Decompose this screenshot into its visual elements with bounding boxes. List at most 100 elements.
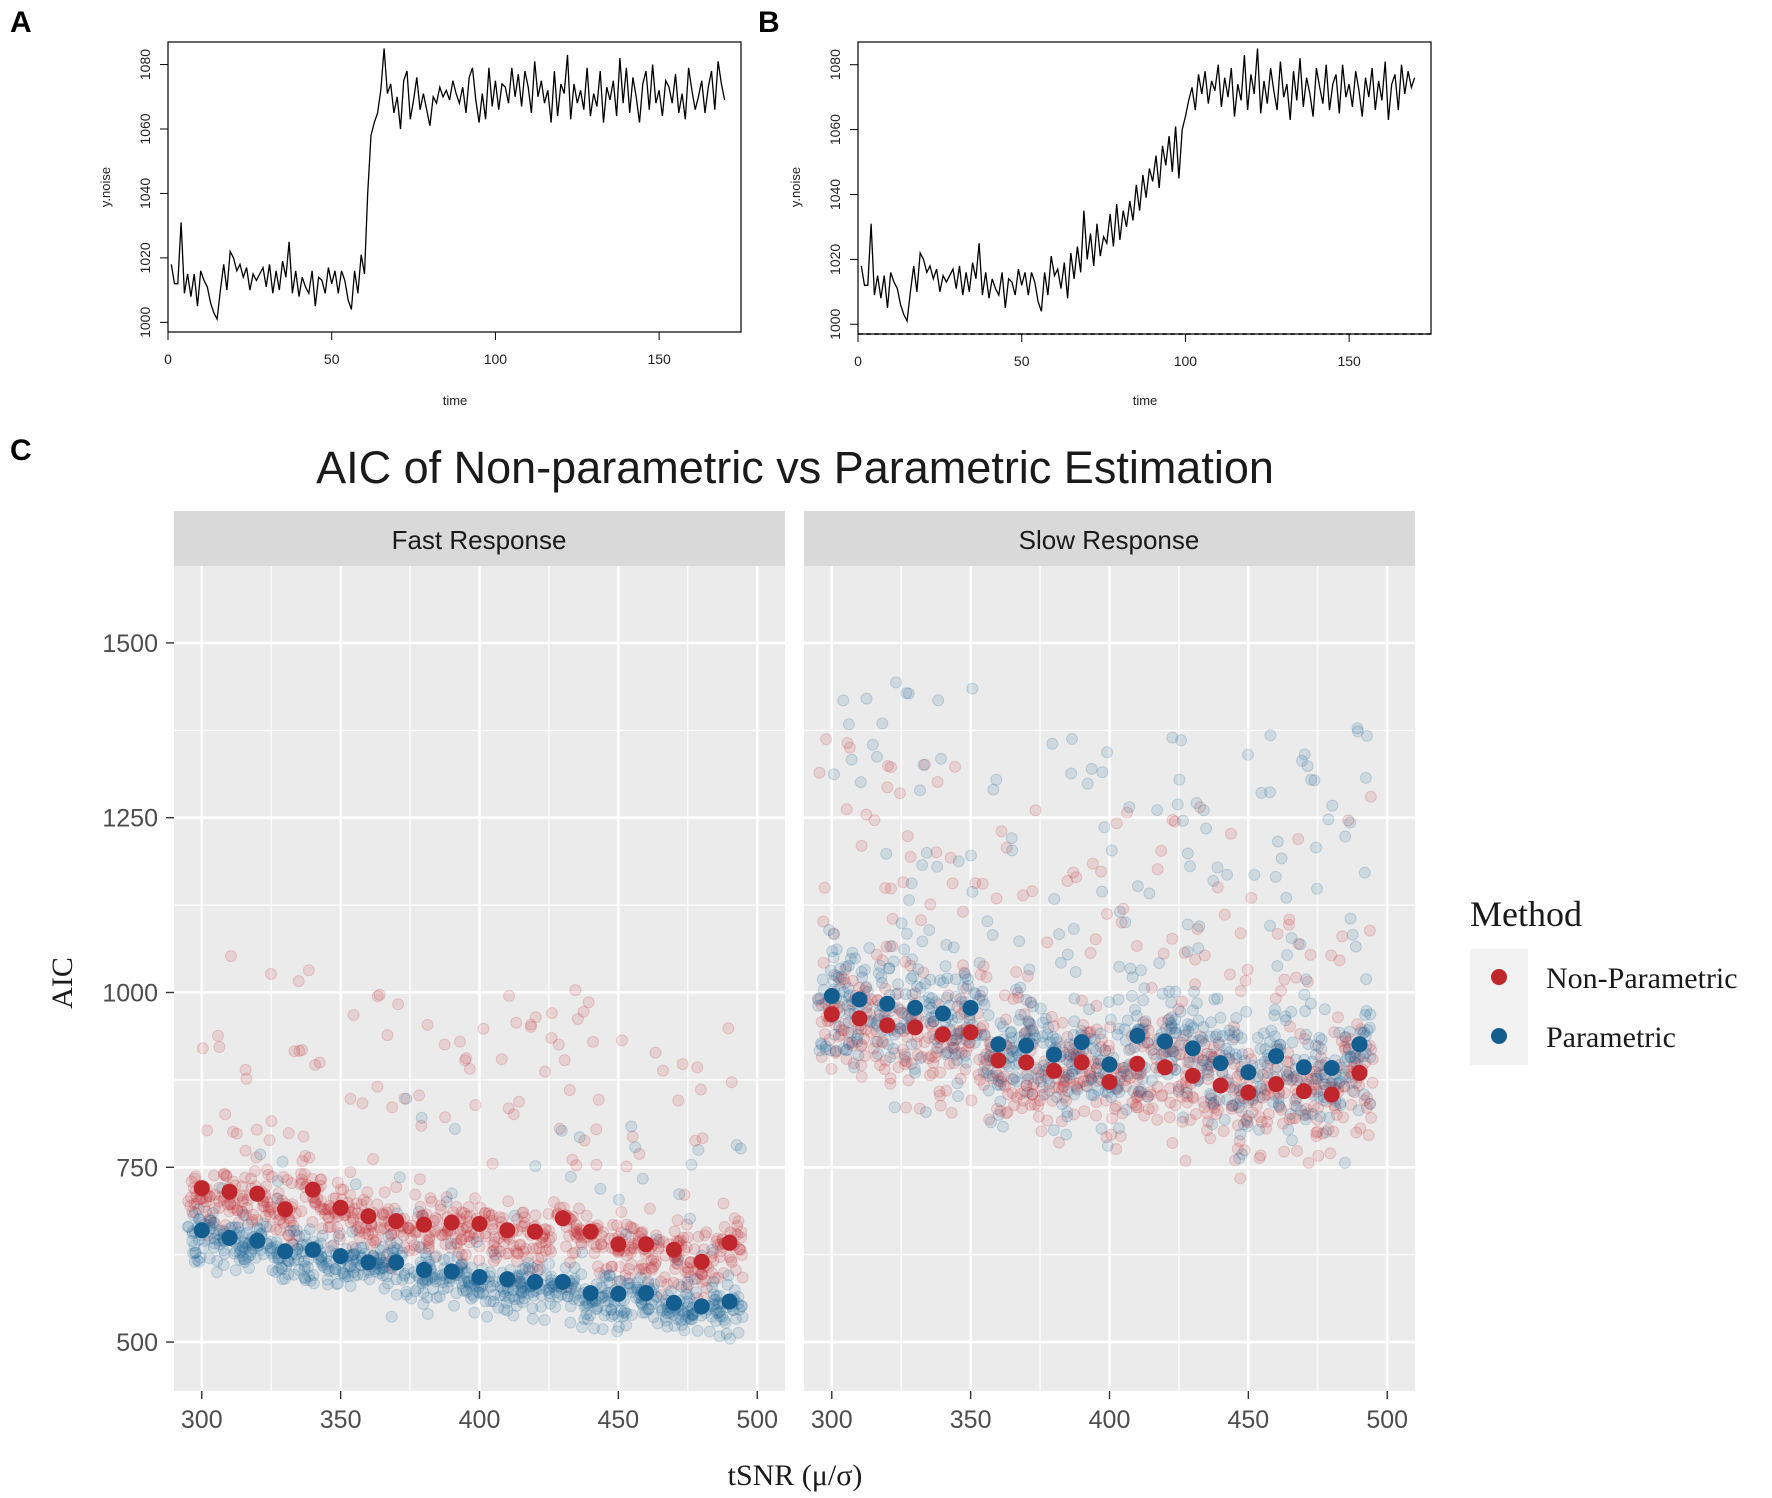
raw-point-non-parametric xyxy=(927,1015,940,1028)
raw-point-parametric xyxy=(527,1289,540,1302)
raw-point-non-parametric xyxy=(1071,1077,1084,1090)
raw-point-parametric xyxy=(676,1318,689,1331)
panel-c-letter: C xyxy=(10,434,32,467)
raw-point-non-parametric xyxy=(652,1242,665,1255)
raw-point-non-parametric xyxy=(1131,1073,1144,1086)
raw-point-parametric xyxy=(298,1260,311,1272)
raw-point-parametric xyxy=(1126,990,1138,1002)
raw-point-non-parametric xyxy=(507,1108,520,1121)
raw-point-parametric xyxy=(516,1296,529,1309)
raw-point-parametric xyxy=(564,1170,577,1183)
raw-point-non-parametric xyxy=(458,1207,471,1220)
raw-point-non-parametric xyxy=(922,1052,935,1065)
raw-point-non-parametric xyxy=(558,1054,571,1067)
panel-b-letter: B xyxy=(758,6,780,39)
raw-point-non-parametric xyxy=(949,1033,962,1046)
raw-point-non-parametric xyxy=(707,1246,720,1259)
raw-point-non-parametric xyxy=(1336,930,1349,943)
raw-point-parametric xyxy=(634,1271,647,1284)
raw-point-non-parametric xyxy=(423,1231,436,1244)
raw-point-parametric xyxy=(192,1203,205,1216)
raw-point-non-parametric xyxy=(958,966,971,979)
raw-point-non-parametric xyxy=(217,1168,230,1181)
raw-point-non-parametric xyxy=(910,1037,923,1050)
raw-point-parametric xyxy=(916,935,929,948)
raw-point-non-parametric xyxy=(605,1260,618,1273)
raw-point-parametric xyxy=(430,1291,443,1304)
raw-point-non-parametric xyxy=(568,1225,581,1237)
raw-point-parametric xyxy=(1343,1025,1356,1038)
raw-point-parametric xyxy=(679,1313,692,1326)
raw-point-non-parametric xyxy=(870,948,883,961)
raw-point-non-parametric xyxy=(1198,1101,1211,1114)
raw-point-non-parametric xyxy=(891,987,904,1000)
raw-point-non-parametric xyxy=(487,1244,500,1257)
raw-point-non-parametric xyxy=(521,1251,533,1264)
raw-point-non-parametric xyxy=(679,1266,692,1279)
raw-point-parametric xyxy=(612,1193,625,1206)
raw-point-non-parametric xyxy=(563,1229,576,1242)
raw-point-parametric xyxy=(357,1241,370,1254)
raw-point-non-parametric xyxy=(879,1054,892,1067)
raw-point-non-parametric xyxy=(1023,1017,1036,1030)
raw-point-parametric xyxy=(734,1142,747,1155)
raw-point-non-parametric xyxy=(1260,1122,1273,1135)
raw-point-non-parametric xyxy=(1061,875,1074,887)
raw-point-parametric xyxy=(604,1303,617,1316)
raw-point-non-parametric xyxy=(402,1221,415,1234)
raw-point-non-parametric xyxy=(439,1111,452,1124)
raw-point-parametric xyxy=(207,1216,220,1229)
raw-point-parametric xyxy=(1181,918,1194,931)
raw-point-non-parametric xyxy=(886,912,899,925)
raw-point-non-parametric xyxy=(378,1222,391,1235)
raw-point-non-parametric xyxy=(934,1066,947,1079)
legend-label-non-parametric: Non-Parametric xyxy=(1546,962,1738,995)
raw-point-parametric xyxy=(376,1256,389,1269)
raw-point-non-parametric xyxy=(1198,949,1211,962)
raw-point-non-parametric xyxy=(933,1085,946,1098)
panel-a-letter: A xyxy=(10,6,32,39)
raw-point-parametric xyxy=(1248,868,1261,881)
raw-point-non-parametric xyxy=(931,776,944,788)
raw-point-non-parametric xyxy=(980,1067,993,1080)
raw-point-parametric xyxy=(1123,801,1136,814)
raw-point-non-parametric xyxy=(535,1236,548,1249)
raw-point-non-parametric xyxy=(1026,1023,1038,1036)
raw-point-non-parametric xyxy=(590,1240,603,1253)
raw-point-non-parametric xyxy=(208,1202,221,1215)
raw-point-non-parametric xyxy=(1151,863,1164,876)
mean-point-parametric xyxy=(1073,1034,1090,1051)
raw-point-parametric xyxy=(315,1256,328,1269)
raw-point-non-parametric xyxy=(1166,1137,1179,1149)
raw-point-non-parametric xyxy=(870,1035,882,1048)
raw-point-parametric xyxy=(1137,994,1150,1007)
raw-point-parametric xyxy=(642,1302,655,1315)
raw-point-non-parametric xyxy=(1241,963,1254,976)
raw-point-parametric xyxy=(320,1258,333,1270)
raw-point-non-parametric xyxy=(832,1030,845,1043)
raw-point-non-parametric xyxy=(960,1045,973,1058)
raw-point-non-parametric xyxy=(694,1083,707,1096)
raw-point-non-parametric xyxy=(295,1167,308,1180)
raw-point-non-parametric xyxy=(313,1056,326,1069)
raw-point-parametric xyxy=(1264,786,1276,799)
raw-point-non-parametric xyxy=(1116,1061,1129,1074)
raw-point-parametric xyxy=(1364,1097,1377,1110)
raw-point-non-parametric xyxy=(212,1029,224,1042)
raw-point-parametric xyxy=(444,1237,457,1250)
raw-point-non-parametric xyxy=(460,1230,473,1243)
raw-point-non-parametric xyxy=(482,1207,495,1220)
raw-point-parametric xyxy=(293,1263,306,1276)
mean-point-non-parametric xyxy=(471,1215,488,1232)
raw-point-parametric xyxy=(301,1261,314,1274)
raw-point-non-parametric xyxy=(723,1251,736,1263)
raw-point-non-parametric xyxy=(843,741,856,754)
raw-point-non-parametric xyxy=(487,1255,500,1267)
raw-point-non-parametric xyxy=(1226,1099,1238,1112)
raw-point-parametric xyxy=(316,1229,329,1242)
panel-b-plot-frame xyxy=(857,41,1432,335)
raw-point-parametric xyxy=(507,1309,520,1322)
raw-point-parametric xyxy=(576,1321,588,1334)
raw-point-parametric xyxy=(233,1246,246,1259)
raw-point-non-parametric xyxy=(992,1074,1005,1087)
